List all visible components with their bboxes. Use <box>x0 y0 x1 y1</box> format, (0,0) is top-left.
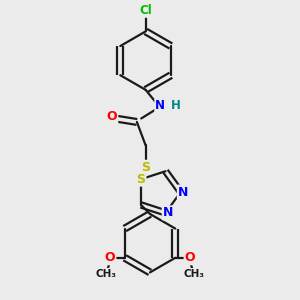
Text: Cl: Cl <box>139 4 152 17</box>
Text: N: N <box>178 186 188 199</box>
Text: N: N <box>163 206 173 219</box>
Text: N: N <box>155 99 165 112</box>
Text: O: O <box>184 251 195 264</box>
Text: O: O <box>105 251 116 264</box>
Text: CH₃: CH₃ <box>95 269 116 279</box>
Text: S: S <box>141 161 150 174</box>
Text: O: O <box>107 110 117 123</box>
Text: CH₃: CH₃ <box>184 269 205 279</box>
Text: S: S <box>136 173 146 186</box>
Text: H: H <box>171 99 181 112</box>
